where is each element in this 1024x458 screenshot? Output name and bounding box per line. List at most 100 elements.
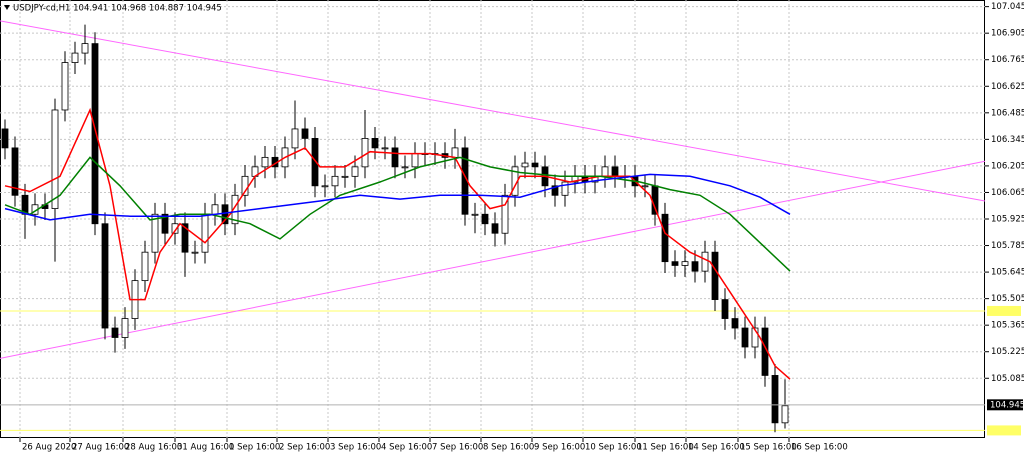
candle-body bbox=[321, 185, 329, 188]
candle-body bbox=[651, 185, 659, 215]
candle-body bbox=[91, 43, 99, 225]
candle-body bbox=[171, 223, 179, 234]
candle-body bbox=[661, 213, 669, 263]
candle-body bbox=[101, 223, 109, 329]
x-tick-label: 15 Sep 16:00 bbox=[740, 443, 797, 453]
candle-body bbox=[701, 251, 709, 272]
trendline bbox=[0, 160, 986, 359]
x-tick-label: 10 Sep 16:00 bbox=[585, 443, 642, 453]
candle-body bbox=[341, 175, 349, 178]
x-tick-label: 16 Sep 16:00 bbox=[791, 443, 848, 453]
candle-body bbox=[371, 138, 379, 149]
candle-body bbox=[751, 327, 759, 348]
trendline bbox=[0, 20, 986, 202]
y-tick-label: 105.645 bbox=[991, 268, 1024, 278]
candle-body bbox=[161, 213, 169, 234]
y-tick-label: 105.085 bbox=[991, 374, 1024, 384]
candle-body bbox=[51, 109, 59, 209]
x-tick-label: 3 Sep 16:00 bbox=[330, 443, 381, 453]
candle-body bbox=[11, 147, 19, 196]
candle-body bbox=[741, 327, 749, 348]
y-tick-label: 105.365 bbox=[991, 321, 1024, 331]
y-tick-label: 107.045 bbox=[991, 2, 1024, 12]
candle-body bbox=[181, 223, 189, 253]
candle-body bbox=[151, 213, 159, 253]
candle-body bbox=[641, 185, 649, 188]
candle-body bbox=[411, 153, 419, 168]
level-marker bbox=[987, 425, 1021, 436]
candle-body bbox=[211, 204, 219, 215]
y-tick-label: 105.785 bbox=[991, 241, 1024, 251]
y-tick-label: 106.485 bbox=[991, 108, 1024, 118]
candle-body bbox=[381, 147, 389, 150]
y-tick-label: 106.765 bbox=[991, 55, 1024, 65]
candle-body bbox=[391, 147, 399, 168]
candle-body bbox=[111, 327, 119, 338]
moving-average bbox=[4, 173, 791, 221]
candle-body bbox=[291, 128, 299, 149]
x-tick-label: 27 Aug 16:00 bbox=[72, 443, 129, 453]
chart-title: USDJPY-cd,H1 104.941 104.968 104.887 104… bbox=[13, 4, 222, 14]
candle-body bbox=[351, 166, 359, 177]
candle-body bbox=[601, 166, 609, 177]
candle-body bbox=[1, 128, 9, 149]
candle-body bbox=[611, 166, 619, 177]
y-tick-label: 106.205 bbox=[991, 161, 1024, 171]
menu-arrow bbox=[4, 5, 10, 10]
candle-body bbox=[771, 375, 779, 424]
x-tick-label: 9 Sep 16:00 bbox=[534, 443, 585, 453]
y-tick-label: 106.345 bbox=[991, 135, 1024, 145]
x-tick-label: 4 Sep 16:00 bbox=[381, 443, 432, 453]
candle-body bbox=[711, 251, 719, 300]
x-tick-label: 1 Sep 16:00 bbox=[229, 443, 280, 453]
candle-body bbox=[451, 147, 459, 158]
x-tick-label: 11 Sep 16:00 bbox=[637, 443, 694, 453]
candle-body bbox=[141, 251, 149, 282]
y-tick-label: 106.625 bbox=[991, 82, 1024, 92]
x-tick-label: 31 Aug 16:00 bbox=[177, 443, 234, 453]
candle-body bbox=[121, 318, 129, 338]
y-tick-label: 105.505 bbox=[991, 294, 1024, 304]
candle-body bbox=[671, 261, 679, 266]
candle-body bbox=[331, 175, 339, 187]
candle-body bbox=[501, 194, 509, 234]
x-tick-label: 7 Sep 16:00 bbox=[432, 443, 483, 453]
candle-body bbox=[481, 213, 489, 225]
candle-body bbox=[221, 204, 229, 225]
candle-body bbox=[561, 181, 569, 196]
candle-body bbox=[191, 251, 199, 254]
candle-body bbox=[681, 261, 689, 266]
candle-body bbox=[691, 261, 699, 272]
moving-average bbox=[4, 156, 791, 272]
last-price-box bbox=[987, 399, 1023, 411]
candle-body bbox=[71, 52, 79, 63]
y-tick-label: 106.905 bbox=[991, 29, 1024, 39]
candle-body bbox=[201, 213, 209, 253]
candle-body bbox=[491, 223, 499, 234]
candle-body bbox=[231, 194, 239, 225]
level-marker bbox=[987, 305, 1021, 316]
x-tick-label: 28 Aug 16:00 bbox=[125, 443, 182, 453]
y-tick-label: 106.065 bbox=[991, 188, 1024, 198]
y-tick-label: 105.225 bbox=[991, 347, 1024, 357]
x-tick-label: 26 Aug 2020 bbox=[22, 443, 76, 453]
candle-body bbox=[301, 128, 309, 139]
moving-average bbox=[4, 107, 791, 380]
x-tick-label: 14 Sep 16:00 bbox=[688, 443, 745, 453]
x-tick-label: 2 Sep 16:00 bbox=[279, 443, 330, 453]
candle-body bbox=[261, 156, 269, 168]
x-tick-label: 8 Sep 16:00 bbox=[483, 443, 534, 453]
candle-body bbox=[81, 43, 89, 54]
candle-body bbox=[401, 166, 409, 169]
candle-body bbox=[521, 162, 529, 168]
candle-body bbox=[471, 213, 479, 216]
candle-body bbox=[731, 318, 739, 329]
y-tick-label: 105.925 bbox=[991, 215, 1024, 225]
last-price-label: 104.945 bbox=[990, 400, 1024, 410]
plot-area bbox=[0, 0, 986, 438]
candle-body bbox=[311, 138, 319, 187]
candle-body bbox=[61, 62, 69, 111]
candle-body bbox=[721, 299, 729, 319]
candle-body bbox=[551, 185, 559, 196]
